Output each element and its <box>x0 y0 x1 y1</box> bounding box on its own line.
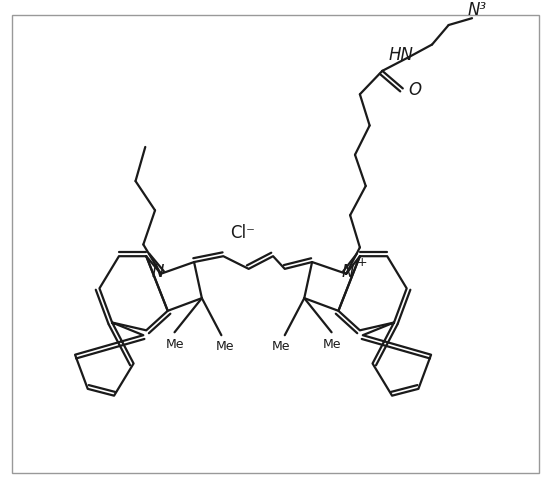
Text: Me: Me <box>322 339 341 352</box>
Text: Me: Me <box>272 341 290 354</box>
Text: +: + <box>356 255 367 269</box>
Text: HN: HN <box>388 46 413 64</box>
Text: O: O <box>408 81 421 99</box>
Text: N: N <box>342 263 354 281</box>
Text: N: N <box>152 263 164 281</box>
Text: Cl⁻: Cl⁻ <box>230 224 255 242</box>
Text: Me: Me <box>165 339 184 352</box>
Bar <box>12 15 539 473</box>
Text: Me: Me <box>216 341 235 354</box>
Text: N³: N³ <box>467 1 487 19</box>
